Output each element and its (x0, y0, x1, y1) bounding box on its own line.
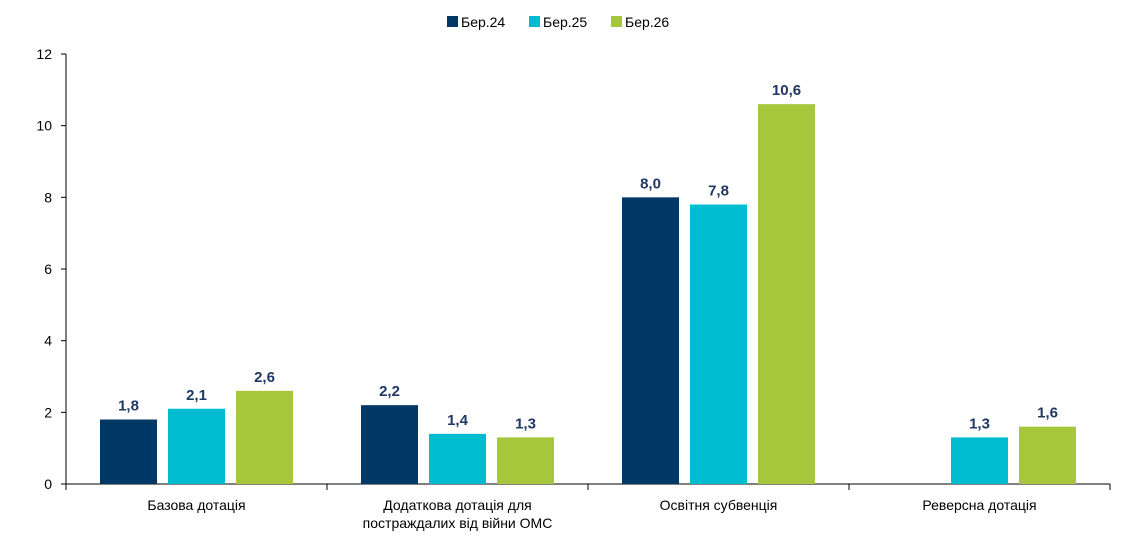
bars (100, 104, 1076, 485)
data-label: 1,6 (1037, 405, 1058, 422)
y-tick-label: 8 (44, 189, 52, 205)
bar (622, 197, 679, 485)
y-tick-label: 6 (44, 261, 52, 277)
bar (951, 437, 1008, 484)
bar (758, 104, 815, 485)
data-label: 1,3 (969, 415, 990, 432)
y-tick-label: 0 (44, 476, 52, 492)
legend-item: Бер.24 (447, 14, 505, 30)
category-label: Додаткова дотація для постраждалих від ві… (363, 497, 553, 531)
bar (168, 408, 225, 484)
bar (497, 437, 554, 484)
data-label: 7,8 (708, 183, 729, 200)
legend: Бер.24 Бер.25 Бер.26 (447, 14, 669, 30)
legend-item: Бер.25 (529, 14, 587, 30)
legend-label: Бер.25 (543, 14, 587, 30)
bar (236, 390, 293, 484)
legend-label: Бер.24 (461, 14, 505, 30)
legend-item: Бер.26 (611, 14, 669, 30)
legend-swatch (529, 16, 540, 27)
bar (1019, 426, 1076, 484)
legend-swatch (447, 16, 458, 27)
bar (361, 405, 418, 484)
y-tick-label: 2 (44, 404, 52, 420)
category-label: Базова дотація (147, 497, 245, 513)
category-label: Реверсна дотація (922, 497, 1036, 513)
data-label: 1,4 (447, 412, 469, 429)
y-tick-label: 10 (36, 118, 52, 134)
data-label: 10,6 (772, 82, 801, 99)
data-label: 2,1 (186, 387, 207, 404)
bar (429, 433, 486, 484)
category-label: Освітня субвенція (660, 497, 778, 513)
data-label: 2,2 (379, 383, 400, 400)
data-labels: 1,8 2,2 8,0 2,1 1,4 7,8 1,3 2,6 1,3 10,6 1,6 (118, 82, 1058, 432)
legend-label: Бер.26 (625, 14, 669, 30)
y-tick-label: 4 (44, 333, 52, 349)
bar (690, 204, 747, 484)
data-label: 8,0 (640, 175, 661, 192)
data-label: 1,3 (515, 415, 536, 432)
legend-swatch (611, 16, 622, 27)
data-label: 1,8 (118, 398, 139, 415)
y-tick-label: 12 (36, 46, 52, 62)
bar (100, 419, 157, 484)
x-axis: Базова дотація Додаткова дотація для постр… (65, 483, 1111, 531)
data-label: 2,6 (254, 369, 275, 386)
y-axis: 0 2 4 6 8 10 12 (36, 46, 67, 492)
